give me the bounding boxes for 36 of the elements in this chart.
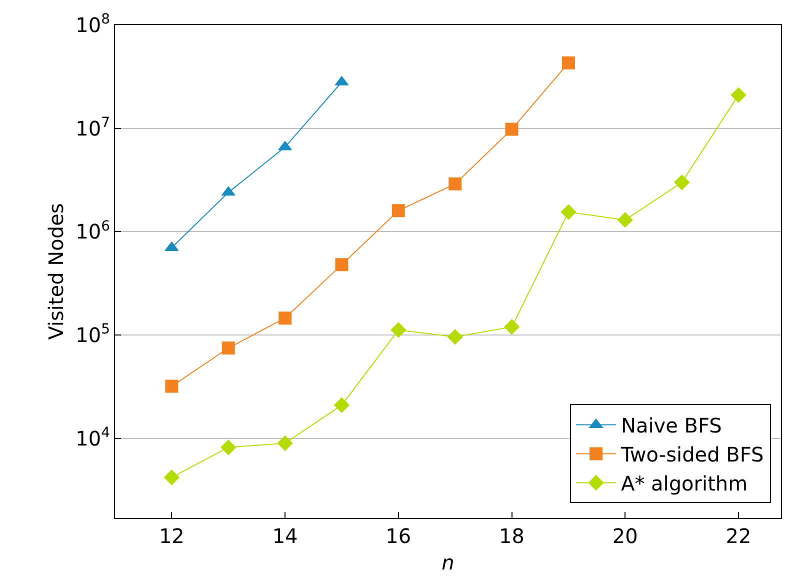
x-tick-label: 16 bbox=[386, 524, 412, 548]
x-tick-label: 14 bbox=[272, 524, 298, 548]
y-tick-label: 10$^{8}$ bbox=[76, 12, 110, 37]
legend-label: Two-sided BFS bbox=[620, 442, 764, 467]
x-tick-label: 18 bbox=[499, 524, 524, 548]
x-tick-label: 12 bbox=[158, 524, 184, 548]
point bbox=[277, 436, 293, 451]
point bbox=[505, 122, 518, 136]
y-tick-label: 10$^{6}$ bbox=[76, 218, 110, 244]
point bbox=[448, 177, 462, 190]
point bbox=[222, 342, 235, 355]
point bbox=[165, 380, 178, 393]
point bbox=[674, 174, 690, 190]
point bbox=[390, 322, 406, 338]
y-tick-label: 10$^{7}$ bbox=[76, 114, 110, 140]
x-axis-title: n bbox=[442, 550, 454, 574]
x-tick-label: 20 bbox=[612, 524, 638, 548]
y-axis-title: Visited Nodes bbox=[44, 203, 68, 340]
point bbox=[278, 312, 292, 325]
point bbox=[164, 470, 180, 486]
point bbox=[335, 258, 348, 272]
point bbox=[220, 440, 236, 456]
point bbox=[392, 204, 405, 218]
y-tick-label: 10$^{4}$ bbox=[76, 425, 110, 450]
point bbox=[730, 87, 746, 103]
legend-label: A* algorithm bbox=[621, 472, 748, 496]
point bbox=[334, 398, 350, 413]
legend-label: Naive BFS bbox=[621, 414, 722, 438]
point bbox=[617, 212, 633, 228]
point bbox=[560, 204, 576, 220]
x-tick-label: 22 bbox=[726, 524, 752, 548]
point bbox=[447, 329, 463, 345]
point bbox=[504, 319, 520, 335]
y-tick-label: 10$^{5}$ bbox=[76, 322, 110, 348]
point bbox=[222, 186, 236, 196]
point bbox=[562, 56, 575, 70]
